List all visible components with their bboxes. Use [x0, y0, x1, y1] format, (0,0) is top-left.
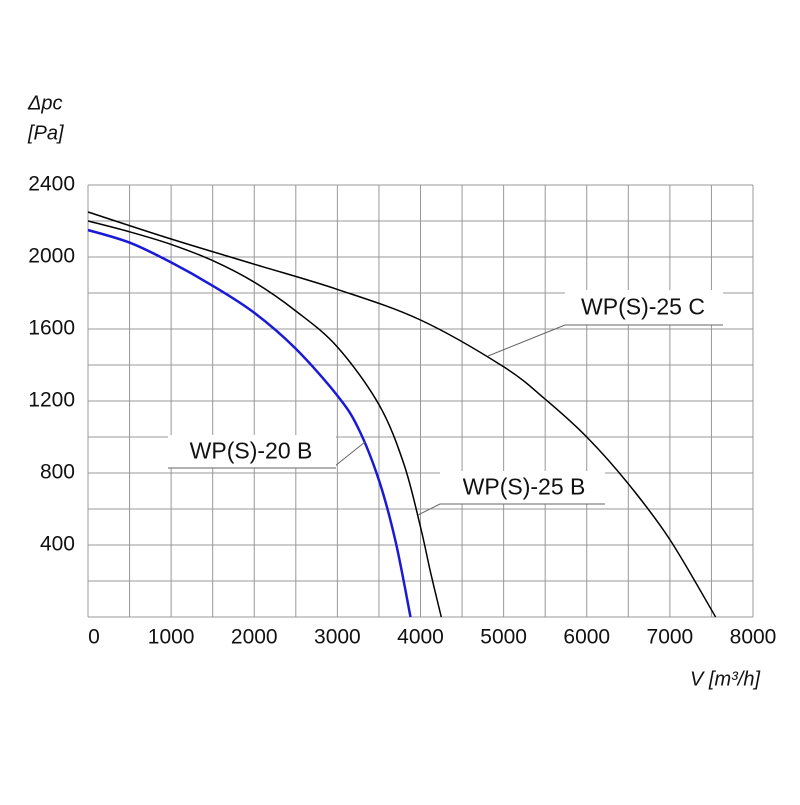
x-tick-label: 3000 — [314, 626, 361, 649]
y-tick-label: 1600 — [28, 317, 75, 340]
curve-label: WP(S)-25 C — [581, 294, 705, 320]
x-tick-label: 7000 — [647, 626, 694, 649]
curve — [87, 220, 443, 618]
x-tick-label: 1000 — [148, 626, 195, 649]
x-tick-label: 4000 — [397, 626, 444, 649]
curve-label: WP(S)-20 B — [190, 438, 313, 464]
x-tick-label: 5000 — [480, 626, 527, 649]
x-axis-label: V [m³/h] — [690, 668, 760, 690]
y-tick-label: 400 — [40, 533, 75, 556]
y-tick-label: 2400 — [28, 173, 75, 196]
leader-line — [334, 441, 366, 467]
x-tick-label: 6000 — [563, 626, 610, 649]
y-tick-label: 1200 — [28, 389, 75, 412]
y-axis-unit: [Pa] — [27, 122, 64, 144]
leader-line — [487, 324, 566, 357]
curve — [87, 211, 717, 618]
curve-label: WP(S)-25 B — [463, 474, 586, 500]
label-box — [440, 471, 605, 504]
label-box — [565, 290, 723, 325]
y-tick-label: 800 — [40, 461, 75, 484]
label-box — [168, 435, 336, 468]
x-tick-label: 2000 — [231, 626, 278, 649]
y-tick-label: 2000 — [28, 245, 75, 268]
x-tick-label: 8000 — [730, 626, 777, 649]
y-axis-label: Δpc — [27, 92, 63, 114]
curve — [87, 228, 412, 618]
leader-line — [417, 503, 441, 516]
x-tick-label: 0 — [88, 626, 100, 649]
